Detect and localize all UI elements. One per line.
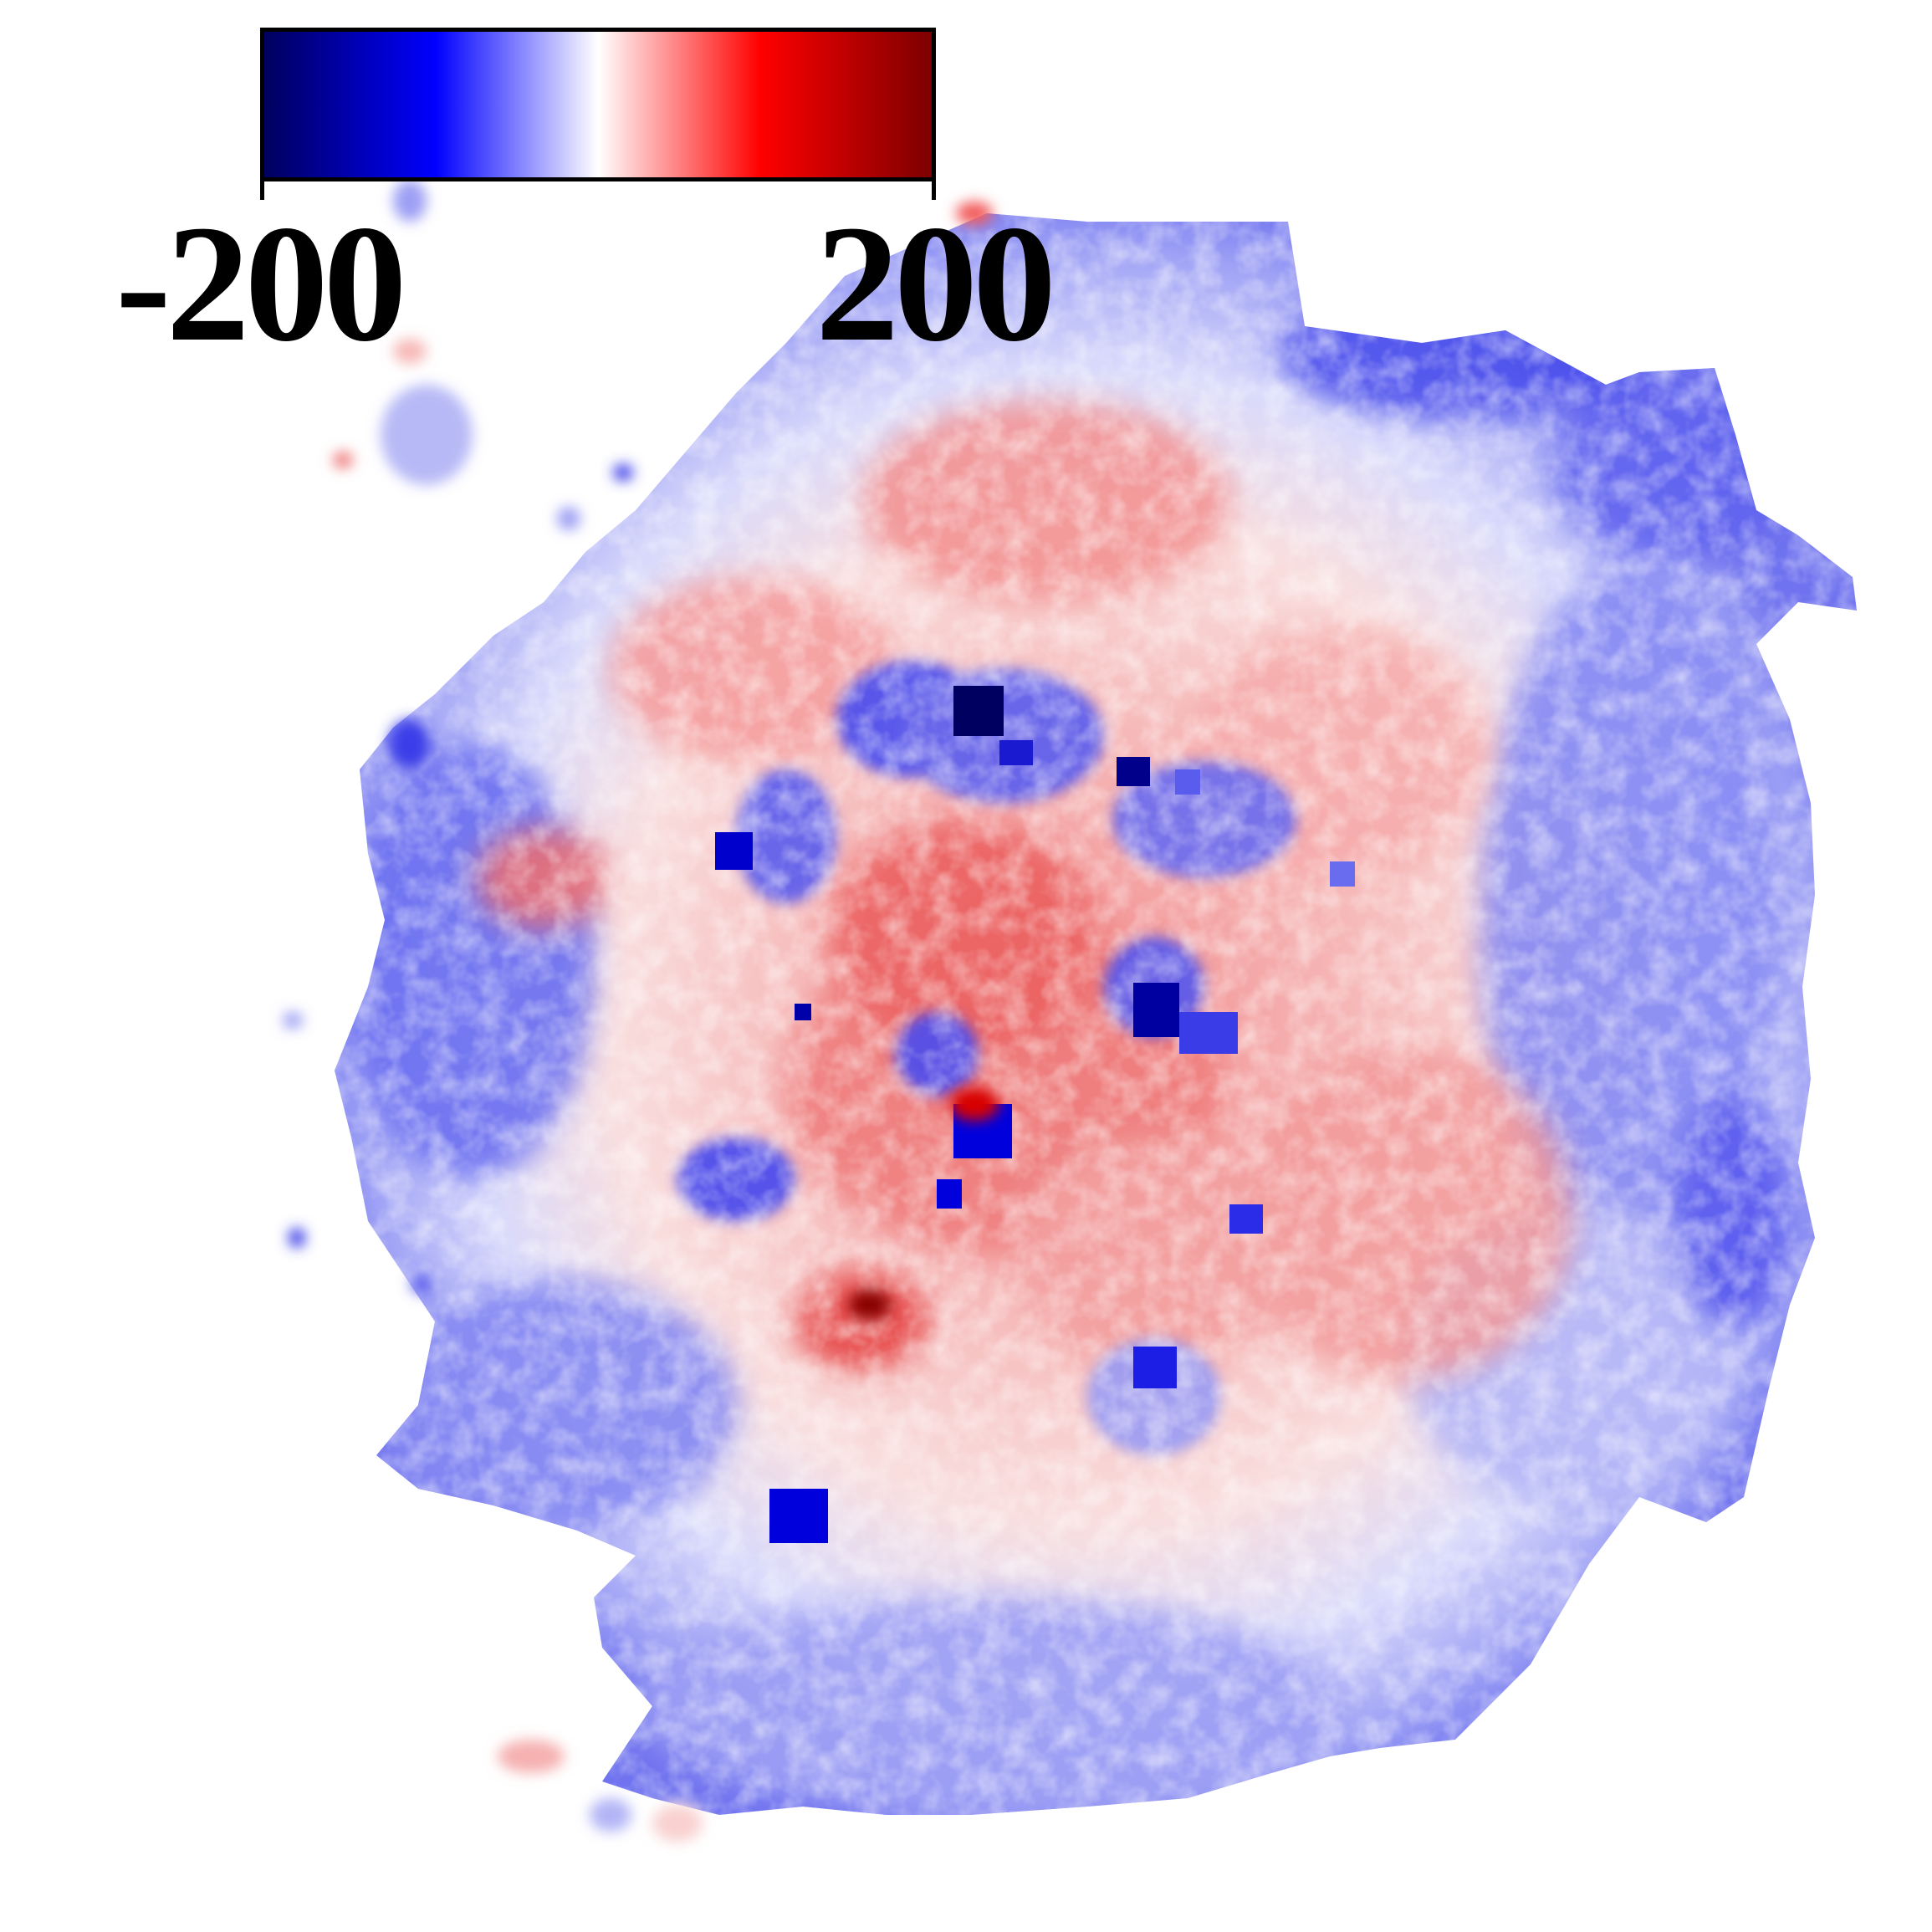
colorbar-ticks [260,181,941,202]
colorbar-frame [260,28,936,181]
outlier-blobs [283,180,993,1842]
colorbar-max-label: 200 [815,192,1056,376]
disc-region [335,213,1857,1815]
colorbar [260,28,936,181]
colorbar-tick-max [932,181,936,200]
colorbar-min-label: -200 [115,192,407,376]
colorbar-tick-min [260,181,264,200]
blue-artifacts [715,686,1355,1543]
